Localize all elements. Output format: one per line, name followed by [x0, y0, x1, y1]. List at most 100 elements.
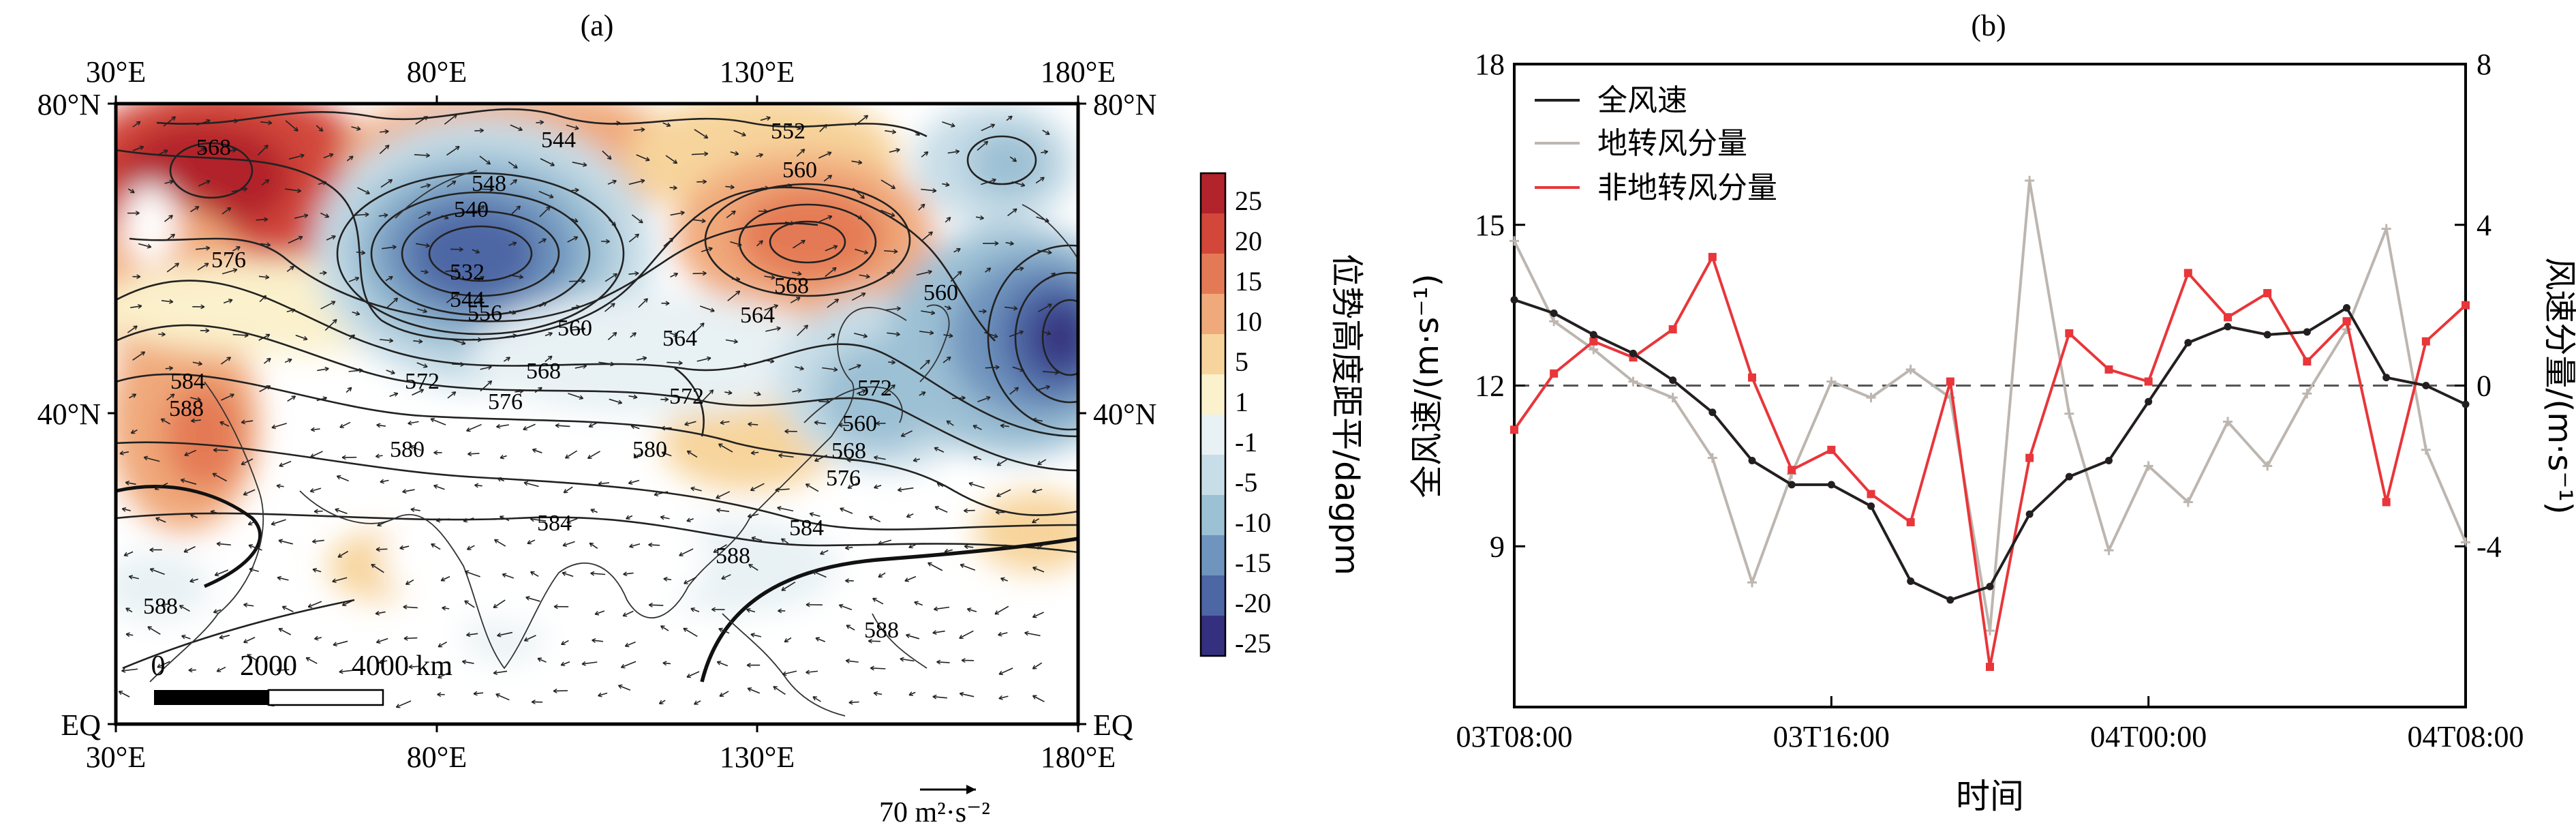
wind-arrow: [683, 627, 698, 638]
wind-arrow-head: [660, 515, 665, 520]
wind-arrow: [415, 116, 428, 125]
wind-arrow-head: [613, 273, 618, 278]
wind-arrow: [878, 539, 892, 545]
wind-arrow-head: [934, 447, 939, 451]
wind-arrow-head: [863, 250, 869, 255]
wind-arrow-head: [592, 638, 596, 643]
wind-arrow-head: [200, 147, 206, 152]
wind-arrow-head: [333, 642, 337, 647]
wind-arrow: [608, 219, 617, 226]
wind-arrow-head: [266, 385, 271, 390]
data-point: [1867, 490, 1875, 498]
wind-arrow: [386, 370, 395, 374]
wind-arrow: [787, 124, 801, 130]
contour-588-west: [116, 485, 262, 588]
wind-arrow-head: [512, 333, 517, 338]
wind-arrow: [815, 637, 826, 642]
wind-arrow-head: [527, 539, 532, 545]
wind-arrow: [661, 451, 672, 457]
wind-arrow: [964, 545, 974, 548]
wind-arrow: [441, 215, 449, 220]
wind-arrow: [796, 149, 806, 157]
wind-arrow: [382, 246, 397, 250]
wind-arrow-head: [170, 233, 175, 239]
wind-arrow: [568, 393, 583, 400]
wind-arrow: [510, 124, 523, 131]
wind-arrow: [592, 640, 604, 642]
data-point: [1827, 481, 1835, 489]
wind-arrow-head: [979, 215, 984, 220]
wind-arrow: [825, 245, 838, 252]
wind-arrow: [221, 207, 232, 215]
wind-arrow-head: [1037, 460, 1042, 466]
contour-label: 540: [454, 197, 489, 222]
contour-label: 568: [196, 135, 231, 160]
wind-arrow: [260, 243, 271, 246]
wind-arrow-head: [279, 462, 283, 467]
wind-arrow-head: [546, 206, 551, 211]
data-point: [2104, 365, 2113, 374]
wind-arrow-head: [730, 184, 735, 190]
wind-arrow-head: [157, 663, 162, 668]
wind-arrow: [307, 601, 322, 608]
wind-arrow: [748, 423, 758, 425]
colorbar-tick: -25: [1235, 628, 1271, 659]
wind-arrow-head: [268, 120, 273, 125]
wind-arrow: [701, 247, 713, 252]
wind-arrow-head: [857, 364, 861, 369]
wind-arrow: [604, 303, 615, 312]
wind-arrow: [942, 356, 951, 363]
wind-arrow: [1012, 366, 1024, 372]
wind-arrow: [628, 395, 638, 398]
wind-arrow-head: [640, 179, 645, 184]
wind-arrow-head: [169, 179, 174, 185]
wind-arrow-head: [679, 552, 684, 556]
wind-arrow: [125, 608, 133, 613]
wind-arrow-head: [1043, 149, 1049, 155]
wind-arrow-head: [868, 515, 874, 520]
wind-arrow: [975, 216, 984, 220]
wind-arrow: [467, 453, 480, 455]
wind-arrow: [495, 693, 510, 701]
wind-arrow-head: [945, 182, 950, 188]
wind-arrow-head: [579, 395, 584, 400]
wind-arrow: [184, 449, 197, 456]
wind-arrow-head: [663, 576, 668, 582]
wind-arrow: [231, 188, 247, 192]
wind-arrow-head: [1000, 577, 1005, 582]
x-tick-label: 03T08:00: [1456, 720, 1572, 753]
wind-arrow-head: [994, 241, 999, 246]
wind-arrow-head: [923, 151, 929, 156]
wind-arrow: [750, 633, 762, 638]
wind-arrow-head: [690, 608, 695, 612]
wind-arrow-head: [266, 242, 271, 247]
wind-arrow: [212, 472, 227, 482]
wind-arrow-head: [553, 604, 558, 610]
wind-arrow: [258, 333, 271, 341]
wind-arrow: [825, 267, 837, 278]
wind-arrow-head: [666, 122, 671, 127]
wind-arrow-head: [487, 365, 492, 370]
wind-arrow: [357, 187, 370, 194]
wind-arrow-head: [336, 475, 341, 480]
wind-arrow: [217, 543, 231, 545]
data-point: [1550, 309, 1558, 317]
wind-arrow-head: [303, 335, 308, 341]
wind-arrow-head: [861, 292, 866, 297]
wind-arrow: [417, 308, 427, 313]
wind-arrow: [1032, 518, 1040, 524]
legend: 全风速 地转风分量 非地转风分量: [1535, 83, 1777, 205]
wind-arrow: [694, 322, 705, 333]
wind-arrow-head: [573, 218, 579, 223]
wind-arrow: [968, 482, 985, 489]
wind-arrow: [846, 625, 855, 631]
wind-arrow-head: [216, 541, 221, 547]
wind-arrow-head: [547, 355, 553, 361]
wind-arrow-head: [773, 304, 779, 309]
wind-arrow-head: [750, 633, 755, 638]
wind-arrow: [699, 305, 715, 312]
data-point: [1628, 376, 1638, 387]
wind-arrow: [337, 550, 349, 558]
wind-arrow: [324, 318, 337, 331]
wind-arrow: [464, 600, 475, 608]
